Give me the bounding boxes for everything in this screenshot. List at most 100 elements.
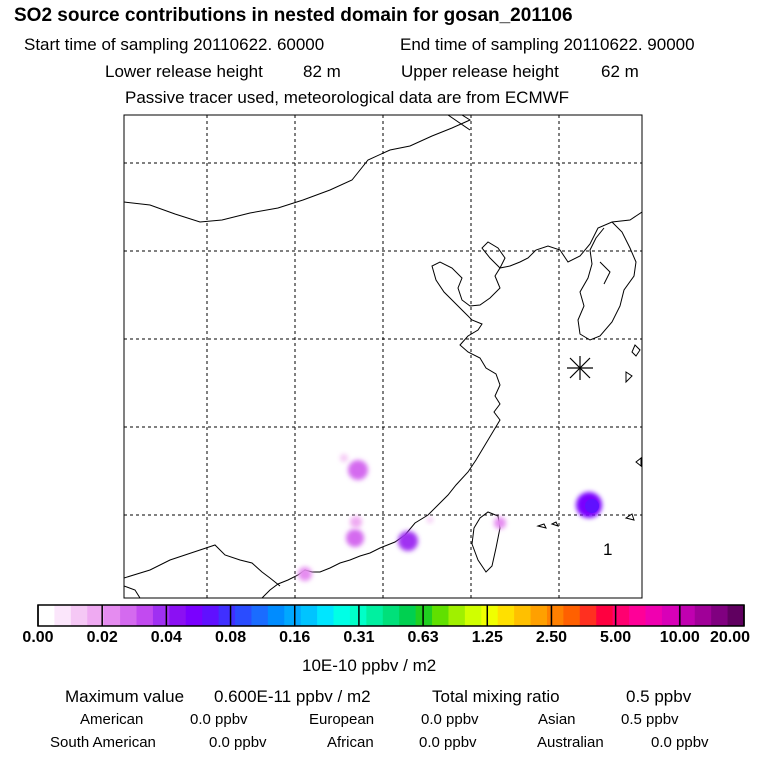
region-value: 0.0 ppbv [419,734,477,751]
colorbar-swatch [235,605,252,626]
colorbar-swatch [563,605,581,626]
region-value: 0.0 ppbv [651,734,709,751]
plume-blob [398,531,418,551]
colorbar [37,605,745,626]
colorbar-tick-label: 0.00 [22,629,54,646]
coastlines [124,115,642,598]
upper-release-value: 62 m [601,62,639,81]
colorbar-tick-label: 0.02 [86,629,118,646]
colorbar-swatch [399,605,417,626]
colorbar-swatch [366,605,384,626]
colorbar-tick-label: 5.00 [600,629,632,646]
colorbar-tick-label: 20.00 [709,629,751,646]
region-value: 0.5 ppbv [621,711,679,728]
colorbar-tick-label: 0.04 [150,629,182,646]
border-line [124,544,281,587]
colorbar-swatch [448,605,466,626]
coast-line [631,344,641,357]
region-name: African [327,734,374,751]
plume-blob [298,567,312,581]
colorbar-swatch [612,605,630,626]
colorbar-swatch [596,605,614,626]
colorbar-tick-label: 0.63 [407,629,439,646]
end-time-label: End time of sampling 20110622. 90000 [400,35,695,54]
plot-title: SO2 source contributions in nested domai… [14,5,573,26]
coast-line [625,371,633,384]
coast-line [635,456,642,468]
start-time-label: Start time of sampling 20110622. 60000 [24,35,325,54]
coast-line [550,521,559,527]
border-line [124,115,472,223]
coast-line [624,513,635,521]
map-area [124,115,642,598]
colorbar-swatch [218,605,236,626]
colorbar-swatch [38,605,55,626]
max-label: Maximum value [65,687,185,706]
colorbar-unit: 10E-10 ppbv / m2 [302,656,437,675]
plume-core [585,499,599,513]
colorbar-swatch [546,605,564,626]
region-name: European [309,711,375,728]
colorbar-swatch [432,605,449,626]
map-frame [123,114,643,599]
graticule [124,115,642,598]
region-name: American [80,711,144,728]
colorbar-swatch [185,605,203,626]
colorbar-swatch [267,605,285,626]
coast-line [577,221,637,341]
plume-blob [427,517,433,523]
coast-line [599,261,611,285]
colorbar-swatch [678,605,696,626]
coast-line [536,523,547,529]
total-label: Total mixing ratio [432,687,560,706]
colorbar-tick-label: 1.25 [471,629,503,646]
lower-release-value: 82 m [303,62,341,81]
border-line [124,585,141,598]
region-name: South American [50,734,156,751]
colorbar-swatch [481,605,499,626]
colorbar-tick-label: 2.50 [535,629,568,646]
colorbar-swatch [694,605,712,626]
plume-blob [340,454,348,462]
colorbar-swatch [54,605,72,626]
region-value: 0.0 ppbv [421,711,479,728]
colorbar-swatch [464,605,482,626]
colorbar-swatch [415,605,433,626]
colorbar-swatch [645,605,663,626]
colorbar-swatch [120,605,138,626]
colorbar-swatch [579,605,597,626]
panel-number: 1 [603,540,612,559]
colorbar-swatch [629,605,646,626]
upper-release-label: Upper release height [401,62,559,81]
region-name: Australian [537,734,604,751]
colorbar-swatch [661,605,679,626]
total-value: 0.5 ppbv [626,687,692,706]
colorbar-swatch [152,605,170,626]
colorbar-swatch [317,605,335,626]
plume-blob [494,517,506,529]
asterisk-icon [567,356,593,380]
colorbar-swatch [251,605,269,626]
plume-layer [298,454,602,581]
colorbar-swatch [202,605,220,626]
colorbar-swatch [333,605,351,626]
colorbar-swatch [136,605,154,626]
region-value: 0.0 ppbv [209,734,267,751]
tracer-note: Passive tracer used, meteorological data… [125,88,570,107]
lower-release-label: Lower release height [105,62,263,81]
colorbar-swatch [497,605,515,626]
colorbar-tick-label: 0.16 [279,629,311,646]
region-value: 0.0 ppbv [190,711,248,728]
max-value: 0.600E-11 ppbv / m2 [214,687,371,706]
colorbar-swatch [300,605,318,626]
region-name: Asian [538,711,576,728]
colorbar-swatch [514,605,532,626]
plume-blob [346,529,364,547]
colorbar-swatch [103,605,121,626]
plume-blob [350,516,362,528]
colorbar-tick-label: 10.00 [659,629,700,646]
border-line [447,115,471,131]
colorbar-swatch [382,605,400,626]
coast-line [261,211,642,598]
